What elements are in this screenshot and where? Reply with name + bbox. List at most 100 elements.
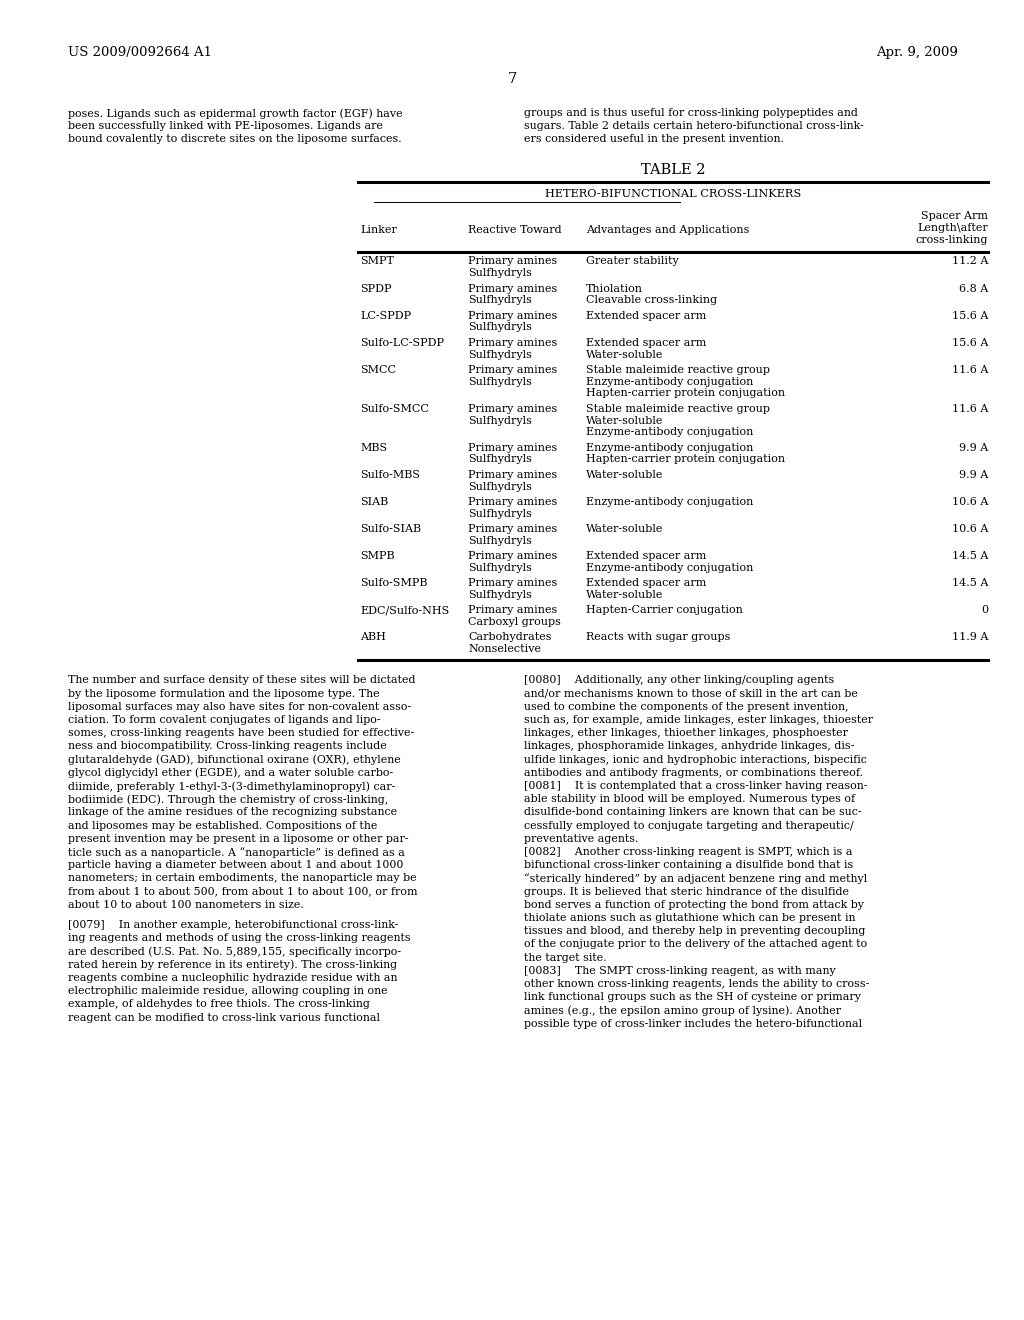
Text: Hapten-carrier protein conjugation: Hapten-carrier protein conjugation (586, 388, 785, 399)
Text: link functional groups such as the SH of cysteine or primary: link functional groups such as the SH of… (524, 993, 861, 1002)
Text: 11.9 A: 11.9 A (951, 632, 988, 643)
Text: ers considered useful in the present invention.: ers considered useful in the present inv… (524, 135, 784, 144)
Text: example, of aldehydes to free thiols. The cross-linking: example, of aldehydes to free thiols. Th… (68, 999, 370, 1010)
Text: Extended spacer arm: Extended spacer arm (586, 338, 707, 347)
Text: Primary amines: Primary amines (468, 605, 557, 615)
Text: US 2009/0092664 A1: US 2009/0092664 A1 (68, 46, 212, 59)
Text: [0082]    Another cross-linking reagent is SMPT, which is a: [0082] Another cross-linking reagent is … (524, 847, 853, 857)
Text: Sulfo-MBS: Sulfo-MBS (360, 470, 420, 479)
Text: Extended spacer arm: Extended spacer arm (586, 310, 707, 321)
Text: SMCC: SMCC (360, 364, 396, 375)
Text: of the conjugate prior to the delivery of the attached agent to: of the conjugate prior to the delivery o… (524, 940, 867, 949)
Text: 9.9 A: 9.9 A (958, 470, 988, 479)
Text: 14.5 A: 14.5 A (951, 550, 988, 561)
Text: Primary amines: Primary amines (468, 256, 557, 267)
Text: Primary amines: Primary amines (468, 578, 557, 589)
Text: Spacer Arm: Spacer Arm (921, 211, 988, 220)
Text: Primary amines: Primary amines (468, 524, 557, 533)
Text: disulfide-bond containing linkers are known that can be suc-: disulfide-bond containing linkers are kn… (524, 808, 861, 817)
Text: Enzyme-antibody conjugation: Enzyme-antibody conjugation (586, 496, 754, 507)
Text: somes, cross-linking reagents have been studied for effective-: somes, cross-linking reagents have been … (68, 729, 415, 738)
Text: Advantages and Applications: Advantages and Applications (586, 224, 750, 235)
Text: Sulfo-SMCC: Sulfo-SMCC (360, 404, 429, 413)
Text: preventative agents.: preventative agents. (524, 834, 638, 843)
Text: Water-soluble: Water-soluble (586, 590, 664, 599)
Text: [0081]    It is contemplated that a cross-linker having reason-: [0081] It is contemplated that a cross-l… (524, 781, 867, 791)
Text: about 10 to about 100 nanometers in size.: about 10 to about 100 nanometers in size… (68, 900, 304, 909)
Text: Sulfhydryls: Sulfhydryls (468, 376, 531, 387)
Text: antibodies and antibody fragments, or combinations thereof.: antibodies and antibody fragments, or co… (524, 768, 863, 777)
Text: Hapten-Carrier conjugation: Hapten-Carrier conjugation (586, 605, 742, 615)
Text: Sulfo-SMPB: Sulfo-SMPB (360, 578, 427, 589)
Text: amines (e.g., the epsilon amino group of lysine). Another: amines (e.g., the epsilon amino group of… (524, 1006, 841, 1016)
Text: SPDP: SPDP (360, 284, 391, 293)
Text: Water-soluble: Water-soluble (586, 524, 664, 533)
Text: 7: 7 (507, 73, 517, 86)
Text: Sulfhydryls: Sulfhydryls (468, 536, 531, 545)
Text: bodiimide (EDC). Through the chemistry of cross-linking,: bodiimide (EDC). Through the chemistry o… (68, 795, 388, 805)
Text: Reacts with sugar groups: Reacts with sugar groups (586, 632, 730, 643)
Text: linkages, phosphoramide linkages, anhydride linkages, dis-: linkages, phosphoramide linkages, anhydr… (524, 742, 854, 751)
Text: Sulfhydryls: Sulfhydryls (468, 350, 531, 359)
Text: Primary amines: Primary amines (468, 364, 557, 375)
Text: the target site.: the target site. (524, 953, 606, 962)
Text: Extended spacer arm: Extended spacer arm (586, 550, 707, 561)
Text: possible type of cross-linker includes the hetero-bifunctional: possible type of cross-linker includes t… (524, 1019, 862, 1028)
Text: diimide, preferably 1-ethyl-3-(3-dimethylaminopropyl) car-: diimide, preferably 1-ethyl-3-(3-dimethy… (68, 781, 395, 792)
Text: 10.6 A: 10.6 A (951, 496, 988, 507)
Text: Sulfhydryls: Sulfhydryls (468, 562, 531, 573)
Text: TABLE 2: TABLE 2 (641, 162, 706, 177)
Text: [0083]    The SMPT cross-linking reagent, as with many: [0083] The SMPT cross-linking reagent, a… (524, 966, 836, 975)
Text: ciation. To form covalent conjugates of ligands and lipo-: ciation. To form covalent conjugates of … (68, 715, 381, 725)
Text: by the liposome formulation and the liposome type. The: by the liposome formulation and the lipo… (68, 689, 380, 698)
Text: ticle such as a nanoparticle. A “nanoparticle” is defined as a: ticle such as a nanoparticle. A “nanopar… (68, 847, 404, 858)
Text: rated herein by reference in its entirety). The cross-linking: rated herein by reference in its entiret… (68, 960, 397, 970)
Text: Cleavable cross-linking: Cleavable cross-linking (586, 296, 717, 305)
Text: liposomal surfaces may also have sites for non-covalent asso-: liposomal surfaces may also have sites f… (68, 702, 412, 711)
Text: tissues and blood, and thereby help in preventing decoupling: tissues and blood, and thereby help in p… (524, 927, 865, 936)
Text: 10.6 A: 10.6 A (951, 524, 988, 533)
Text: linkages, ether linkages, thioether linkages, phosphoester: linkages, ether linkages, thioether link… (524, 729, 848, 738)
Text: thiolate anions such as glutathione which can be present in: thiolate anions such as glutathione whic… (524, 913, 855, 923)
Text: HETERO-BIFUNCTIONAL CROSS-LINKERS: HETERO-BIFUNCTIONAL CROSS-LINKERS (545, 189, 801, 199)
Text: SMPT: SMPT (360, 256, 394, 267)
Text: 15.6 A: 15.6 A (951, 310, 988, 321)
Text: Carboxyl groups: Carboxyl groups (468, 616, 561, 627)
Text: 15.6 A: 15.6 A (951, 338, 988, 347)
Text: Sulfo-LC-SPDP: Sulfo-LC-SPDP (360, 338, 444, 347)
Text: linkage of the amine residues of the recognizing substance: linkage of the amine residues of the rec… (68, 808, 397, 817)
Text: Primary amines: Primary amines (468, 404, 557, 413)
Text: Sulfhydryls: Sulfhydryls (468, 416, 531, 425)
Text: [0080]    Additionally, any other linking/coupling agents: [0080] Additionally, any other linking/c… (524, 676, 835, 685)
Text: SIAB: SIAB (360, 496, 388, 507)
Text: Enzyme-antibody conjugation: Enzyme-antibody conjugation (586, 442, 754, 453)
Text: 14.5 A: 14.5 A (951, 578, 988, 589)
Text: 11.6 A: 11.6 A (951, 404, 988, 413)
Text: Length\after: Length\after (918, 223, 988, 232)
Text: The number and surface density of these sites will be dictated: The number and surface density of these … (68, 676, 416, 685)
Text: 9.9 A: 9.9 A (958, 442, 988, 453)
Text: Enzyme-antibody conjugation: Enzyme-antibody conjugation (586, 562, 754, 573)
Text: Enzyme-antibody conjugation: Enzyme-antibody conjugation (586, 428, 754, 437)
Text: Primary amines: Primary amines (468, 550, 557, 561)
Text: groups and is thus useful for cross-linking polypeptides and: groups and is thus useful for cross-link… (524, 108, 858, 117)
Text: Sulfhydryls: Sulfhydryls (468, 296, 531, 305)
Text: Stable maleimide reactive group: Stable maleimide reactive group (586, 404, 770, 413)
Text: 11.6 A: 11.6 A (951, 364, 988, 375)
Text: 0: 0 (981, 605, 988, 615)
Text: been successfully linked with PE-liposomes. Ligands are: been successfully linked with PE-liposom… (68, 121, 383, 131)
Text: Hapten-carrier protein conjugation: Hapten-carrier protein conjugation (586, 454, 785, 465)
Text: Thiolation: Thiolation (586, 284, 643, 293)
Text: [0079]    In another example, heterobifunctional cross-link-: [0079] In another example, heterobifunct… (68, 920, 398, 931)
Text: Water-soluble: Water-soluble (586, 350, 664, 359)
Text: Water-soluble: Water-soluble (586, 470, 664, 479)
Text: Sulfhydryls: Sulfhydryls (468, 454, 531, 465)
Text: Primary amines: Primary amines (468, 310, 557, 321)
Text: Primary amines: Primary amines (468, 284, 557, 293)
Text: “sterically hindered” by an adjacent benzene ring and methyl: “sterically hindered” by an adjacent ben… (524, 874, 867, 884)
Text: bond serves a function of protecting the bond from attack by: bond serves a function of protecting the… (524, 900, 864, 909)
Text: particle having a diameter between about 1 and about 1000: particle having a diameter between about… (68, 861, 403, 870)
Text: glycol diglycidyl ether (EGDE), and a water soluble carbo-: glycol diglycidyl ether (EGDE), and a wa… (68, 768, 393, 779)
Text: reagents combine a nucleophilic hydrazide residue with an: reagents combine a nucleophilic hydrazid… (68, 973, 397, 983)
Text: Sulfhydryls: Sulfhydryls (468, 482, 531, 491)
